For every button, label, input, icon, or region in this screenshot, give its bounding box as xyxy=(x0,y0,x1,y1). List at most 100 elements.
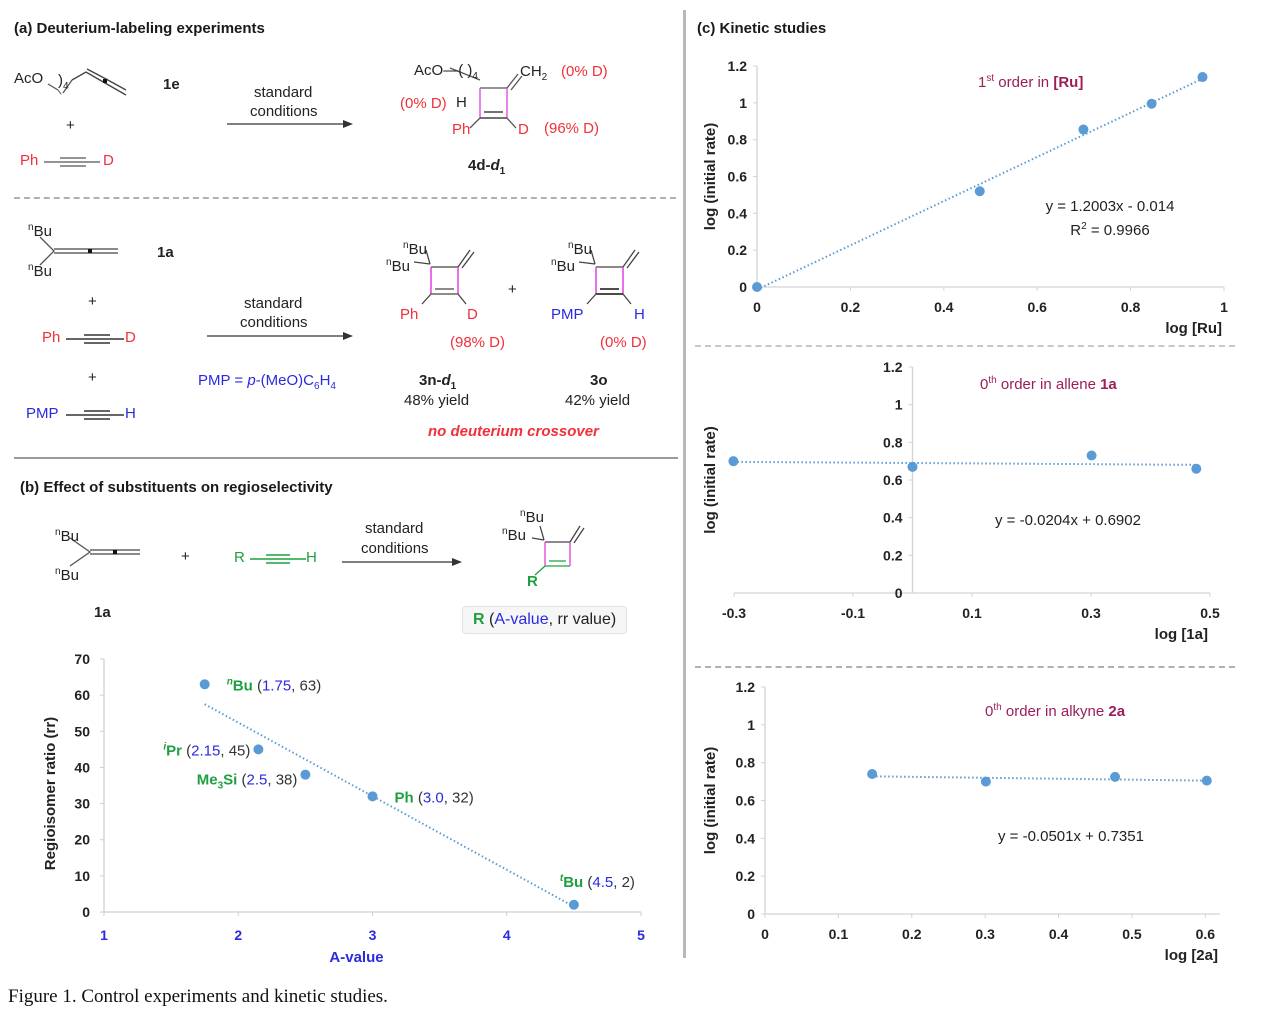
label-y-value: , 38) xyxy=(267,772,297,789)
plus-sign: + xyxy=(88,293,97,310)
kinetics-allene-chart: 0 0.2 0.4 0.6 0.8 1 1.2 -0.3 -0.1 0.1 0.3 0.5 log [1… xyxy=(702,359,1220,643)
x-tick-label: 0 xyxy=(753,299,761,315)
nbu-label: Bu xyxy=(507,527,526,544)
no-crossover-note: no deuterium crossover xyxy=(428,423,599,440)
nbu-bottom: nBu xyxy=(55,566,79,584)
alkyne-ph: Ph xyxy=(42,329,61,346)
y-tick-label: 1.2 xyxy=(736,679,756,695)
compound-id-4d-d1: 4d-d1 xyxy=(468,157,505,177)
label-sup: t xyxy=(560,873,564,884)
data-point xyxy=(1110,771,1121,782)
paren-chain: )4 xyxy=(58,72,69,92)
trendline xyxy=(733,460,1197,466)
legend-open: ( xyxy=(484,611,495,628)
alkyne-h: H xyxy=(125,405,136,422)
pmp-def-label: PMP = xyxy=(198,372,248,389)
label-sup: i xyxy=(163,741,166,752)
label-x-value: 3.0 xyxy=(423,789,444,806)
triple-bond-icon xyxy=(66,410,124,420)
r-squared: R2 = 0.9966 xyxy=(1070,221,1149,239)
product2-h: H xyxy=(634,306,645,323)
section-a-title: (a) Deuterium-labeling experiments xyxy=(14,20,265,37)
regioselectivity-chart: 0 10 20 30 40 50 60 70 1 2 3 4 5 A-value Regioisomer r… xyxy=(42,651,645,966)
x-tick-label: 0.4 xyxy=(934,299,954,315)
trendline xyxy=(756,77,1203,291)
id-4d: 4d- xyxy=(468,157,491,174)
pmp-def-rest: -(MeO)C xyxy=(255,372,315,389)
product-chain: —( )4 xyxy=(443,62,478,82)
point-annotation: nBu (1.75, 63) xyxy=(227,676,322,694)
plus-sign: + xyxy=(66,117,75,134)
vertical-divider xyxy=(683,10,686,958)
nbu-label: Bu xyxy=(33,263,52,280)
y-tick-label: 1 xyxy=(747,717,755,733)
x-tick-label: 0.3 xyxy=(975,926,995,942)
nbu-label: Bu xyxy=(33,223,52,240)
label-name: Ph xyxy=(395,789,414,806)
y-tick-label: 0.4 xyxy=(728,205,748,221)
point-annotation: Ph (3.0, 32) xyxy=(395,789,474,806)
x-tick-label: 2 xyxy=(234,927,242,943)
y-tick-label: 0.8 xyxy=(728,132,748,148)
x-tick-label: 0.2 xyxy=(841,299,861,315)
plus-sign: + xyxy=(181,548,190,565)
cyclobutene-3n-structure xyxy=(413,249,475,305)
x-tick-label: 3 xyxy=(369,927,377,943)
x-tick-label: 0.6 xyxy=(1027,299,1047,315)
reaction-arrow xyxy=(207,332,353,340)
x-axis-title: A-value xyxy=(329,949,383,966)
y-axis-title: log (initial rate) xyxy=(702,123,719,231)
product-chain-sub: 4 xyxy=(472,71,478,82)
data-point xyxy=(367,791,378,802)
allene-1a-structure xyxy=(69,537,140,567)
pmp-def-sub6: 6 xyxy=(314,381,320,392)
y-tick-label: 0.4 xyxy=(883,510,903,526)
compound-id-1a: 1a xyxy=(157,244,174,261)
annotation-number: 0 xyxy=(985,703,993,720)
cyclobutene-4d-structure xyxy=(449,67,523,129)
label-x-value: 1.75 xyxy=(262,677,291,694)
compound-id-3o: 3o xyxy=(590,372,608,389)
label-y-value: , 32) xyxy=(444,789,474,806)
data-point xyxy=(1146,98,1157,109)
reaction-arrow xyxy=(227,120,353,128)
label-sub: 3 xyxy=(218,781,224,792)
nbu-sup: n xyxy=(55,566,61,577)
id-sub: 1 xyxy=(499,166,506,177)
x-tick-label: 4 xyxy=(503,927,511,943)
legend-avalue: A-value xyxy=(494,611,549,628)
y-tick-label: 0.2 xyxy=(736,868,756,884)
data-point xyxy=(907,461,918,472)
y-tick-label: 10 xyxy=(74,868,90,884)
ch2-deuterium-label: (0% D) xyxy=(561,63,608,80)
divider-c1-dashed xyxy=(695,345,1235,347)
y-tick-label: 0.4 xyxy=(736,830,756,846)
product-d: D xyxy=(518,121,529,138)
nbu-sup: n xyxy=(520,508,526,519)
product2-nbu-top: nBu xyxy=(568,240,592,258)
pmp-def-h: H xyxy=(319,372,331,389)
x-tick-label: 0.2 xyxy=(902,926,922,942)
x-tick-label: 5 xyxy=(637,927,645,943)
product2-deuterium-label: (0% D) xyxy=(600,334,647,351)
y-axis-title: log (initial rate) xyxy=(702,426,719,534)
y-tick-label: 50 xyxy=(74,723,90,739)
divider-c2-dashed xyxy=(695,666,1235,668)
nbu-sup: n xyxy=(568,240,574,251)
section-c-title: (c) Kinetic studies xyxy=(697,20,827,37)
alkyne-d: D xyxy=(125,329,136,346)
allene-1e-structure xyxy=(47,68,127,96)
product-ch2: CH2 xyxy=(520,63,547,83)
point-annotation: Me3Si (2.5, 38) xyxy=(197,772,298,792)
point-annotation: iPr (2.15, 45) xyxy=(163,741,250,759)
alkyne-r: R xyxy=(234,549,245,566)
compound-id-3n-d1: 3n-d1 xyxy=(419,372,456,392)
x-axis-title: log [2a] xyxy=(1165,947,1218,964)
nbu-label: Bu xyxy=(408,241,427,258)
cyclobutene-r-structure xyxy=(531,525,585,576)
y-tick-label: 0.6 xyxy=(728,169,748,185)
r2-value: = 0.9966 xyxy=(1087,222,1150,239)
pmp-definition: PMP = p-(MeO)C6H4 xyxy=(198,372,336,392)
product2-nbu-left: nBu xyxy=(551,257,575,275)
compound-id-1a: 1a xyxy=(94,604,111,621)
